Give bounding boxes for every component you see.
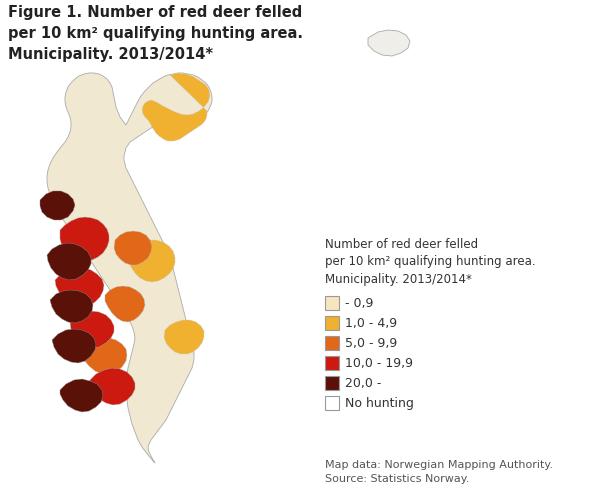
Text: No hunting: No hunting bbox=[345, 396, 414, 409]
Text: 20,0 -: 20,0 - bbox=[345, 377, 381, 389]
Text: Number of red deer felled
per 10 km² qualifying hunting area.
Municipality. 2013: Number of red deer felled per 10 km² qua… bbox=[325, 238, 536, 286]
Bar bbox=[325, 356, 339, 370]
Text: Map data: Norwegian Mapping Authority.
Source: Statistics Norway.: Map data: Norwegian Mapping Authority. S… bbox=[325, 460, 553, 484]
Polygon shape bbox=[60, 379, 103, 412]
Bar bbox=[325, 296, 339, 310]
Text: - 0,9: - 0,9 bbox=[345, 297, 373, 309]
Polygon shape bbox=[40, 191, 75, 220]
Polygon shape bbox=[80, 338, 127, 374]
Polygon shape bbox=[60, 217, 109, 261]
Polygon shape bbox=[90, 368, 135, 405]
Polygon shape bbox=[114, 231, 152, 265]
Polygon shape bbox=[55, 268, 104, 307]
Bar bbox=[325, 396, 339, 410]
Text: 10,0 - 19,9: 10,0 - 19,9 bbox=[345, 357, 413, 369]
Text: 1,0 - 4,9: 1,0 - 4,9 bbox=[345, 317, 397, 329]
Polygon shape bbox=[128, 240, 175, 282]
Polygon shape bbox=[50, 290, 93, 323]
Bar bbox=[325, 316, 339, 330]
Text: Figure 1. Number of red deer felled
per 10 km² qualifying hunting area.
Municipa: Figure 1. Number of red deer felled per … bbox=[8, 5, 303, 62]
Polygon shape bbox=[70, 311, 114, 348]
Bar bbox=[325, 376, 339, 390]
Polygon shape bbox=[47, 243, 91, 280]
Bar bbox=[325, 336, 339, 350]
Polygon shape bbox=[164, 320, 204, 354]
Polygon shape bbox=[368, 30, 410, 56]
Polygon shape bbox=[105, 286, 145, 322]
Polygon shape bbox=[52, 329, 96, 363]
Polygon shape bbox=[47, 73, 212, 463]
Polygon shape bbox=[142, 73, 210, 141]
Text: 5,0 - 9,9: 5,0 - 9,9 bbox=[345, 337, 397, 349]
